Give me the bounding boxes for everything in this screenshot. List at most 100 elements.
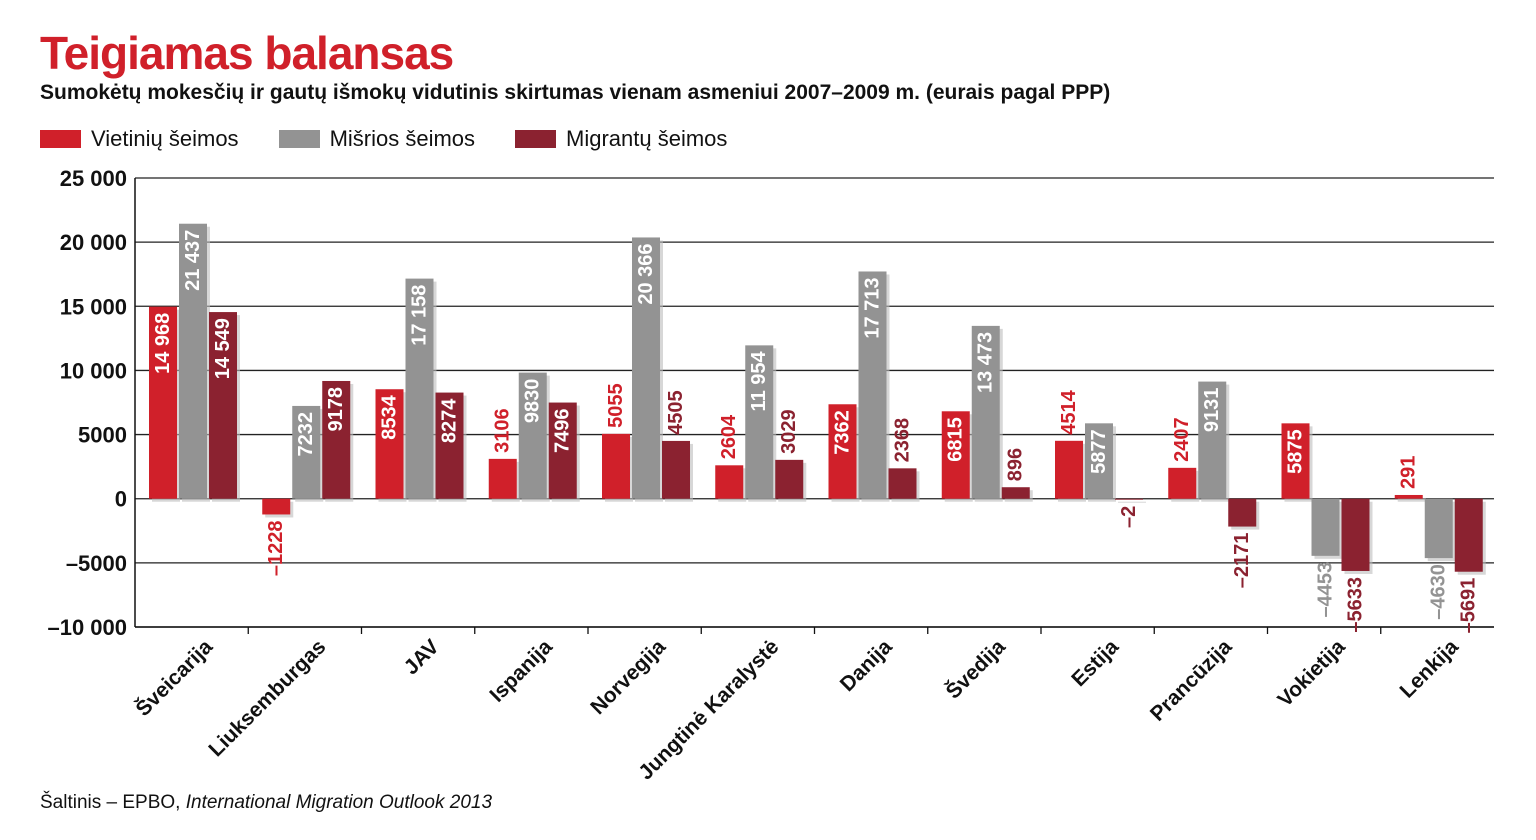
data-label-misrios-seimos-svedija: 13 473 <box>975 332 997 393</box>
data-label-migrantu-seimos-sveicarija: 14 549 <box>212 318 234 379</box>
data-label-misrios-seimos-jungtine-karalyste: 11 954 <box>748 350 770 411</box>
bar-vietiniu-seimos-svedija <box>941 411 970 499</box>
bar-shadow <box>1118 501 1146 503</box>
bar-vietiniu-seimos-ispanija <box>488 458 517 499</box>
bar-misrios-seimos-lenkija <box>1424 498 1453 559</box>
bar-migrantu-seimos-vokietija <box>1341 498 1370 571</box>
data-label-vietiniu-seimos-prancuzija: 2407 <box>1171 417 1193 462</box>
y-tick-label: 25 000 <box>60 166 127 191</box>
legend-label-mixed: Mišrios šeimos <box>329 126 476 151</box>
bar-misrios-seimos-estija <box>1085 423 1113 499</box>
bar-migrantu-seimos-liuksemburgas <box>322 380 351 499</box>
bar-vietiniu-seimos-norvegija <box>602 433 630 499</box>
legend: Vietinių šeimos Mišrios šeimos Migrantų … <box>40 126 767 152</box>
data-label-migrantu-seimos-prancuzija: –2171 <box>1231 533 1253 589</box>
data-label-misrios-seimos-vokietija: –4453 <box>1315 562 1337 618</box>
y-tick-label: 10 000 <box>60 358 127 383</box>
data-label-vietiniu-seimos-lenkija: 291 <box>1398 456 1420 489</box>
data-label-vietiniu-seimos-svedija: 6815 <box>945 417 967 462</box>
data-label-migrantu-seimos-norvegija: 4505 <box>665 390 687 435</box>
bar-migrantu-seimos-sveicarija <box>209 312 237 499</box>
bar-vietiniu-seimos-vokietija <box>1281 423 1310 499</box>
bar-misrios-seimos-norvegija <box>632 237 660 499</box>
data-label-misrios-seimos-jav: 17 158 <box>409 285 431 346</box>
bar-migrantu-seimos-estija <box>1115 498 1143 500</box>
category-label-vokietija: Vokietija <box>1273 635 1349 711</box>
bar-migrantu-seimos-danija <box>888 468 917 499</box>
data-label-misrios-seimos-prancuzija: 9131 <box>1201 388 1223 433</box>
bar-migrantu-seimos-jav <box>435 392 464 499</box>
bar-misrios-seimos-liuksemburgas <box>292 405 321 499</box>
data-label-misrios-seimos-ispanija: 9830 <box>522 379 544 424</box>
legend-item-mixed: Mišrios šeimos <box>278 126 476 152</box>
data-label-vietiniu-seimos-liuksemburgas: –1228 <box>265 520 287 576</box>
data-label-vietiniu-seimos-ispanija: 3106 <box>492 408 514 453</box>
data-label-vietiniu-seimos-vokietija: 5875 <box>1285 429 1307 474</box>
category-label-jav: JAV <box>400 635 444 679</box>
data-label-vietiniu-seimos-estija: 4514 <box>1058 389 1080 434</box>
bar-vietiniu-seimos-jav <box>375 389 404 499</box>
bar-misrios-seimos-svedija <box>971 325 1000 499</box>
category-label-estija: Estija <box>1067 635 1123 691</box>
bar-misrios-seimos-jungtine-karalyste <box>745 345 774 499</box>
bar-misrios-seimos-jav <box>405 278 434 499</box>
data-label-migrantu-seimos-svedija: 896 <box>1005 448 1027 481</box>
legend-label-migrant: Migrantų šeimos <box>566 126 728 151</box>
y-tick-label: –10 000 <box>47 615 127 640</box>
bar-migrantu-seimos-prancuzija <box>1228 498 1257 527</box>
legend-item-migrant: Migrantų šeimos <box>515 126 727 152</box>
data-label-migrantu-seimos-danija: 2368 <box>892 418 914 463</box>
bar-vietiniu-seimos-lenkija <box>1394 494 1423 499</box>
data-label-misrios-seimos-lenkija: –4630 <box>1428 564 1450 620</box>
category-label-danija: Danija <box>836 635 897 696</box>
data-label-migrantu-seimos-jungtine-karalyste: 3029 <box>778 409 800 454</box>
data-label-misrios-seimos-sveicarija: 21 437 <box>182 230 204 291</box>
y-tick-label: 0 <box>115 487 127 512</box>
bar-migrantu-seimos-lenkija <box>1454 498 1483 572</box>
category-label-prancuzija: Prancūzija <box>1146 635 1237 726</box>
data-label-migrantu-seimos-jav: 8274 <box>439 398 461 443</box>
bar-vietiniu-seimos-estija <box>1055 440 1083 499</box>
legend-swatch-native <box>40 130 81 148</box>
bar-misrios-seimos-sveicarija <box>179 223 207 499</box>
y-tick-label: 20 000 <box>60 230 127 255</box>
bar-migrantu-seimos-ispanija <box>548 402 577 499</box>
bar-migrantu-seimos-jungtine-karalyste <box>775 459 804 499</box>
legend-label-native: Vietinių šeimos <box>91 126 239 151</box>
data-label-vietiniu-seimos-jav: 8534 <box>379 394 401 439</box>
chart-subtitle: Sumokėtų mokesčių ir gautų išmokų viduti… <box>40 81 1111 104</box>
legend-item-native: Vietinių šeimos <box>40 126 239 152</box>
bar-vietiniu-seimos-prancuzija <box>1168 467 1197 499</box>
data-label-vietiniu-seimos-norvegija: 5055 <box>605 383 627 428</box>
source-note: Šaltinis – EPBO, International Migration… <box>40 792 492 814</box>
category-label-svedija: Švedija <box>941 634 1010 703</box>
legend-swatch-mixed <box>278 130 320 148</box>
bar-migrantu-seimos-norvegija <box>662 440 690 499</box>
data-label-vietiniu-seimos-danija: 7362 <box>832 410 854 455</box>
bar-vietiniu-seimos-danija <box>828 404 857 499</box>
bar-vietiniu-seimos-liuksemburgas <box>262 498 291 515</box>
source-publication: International Migration Outlook 2013 <box>185 792 493 813</box>
chart-title: Teigiamas balansas <box>40 27 454 79</box>
source-prefix: Šaltinis – EPBO, <box>40 792 186 813</box>
data-label-migrantu-seimos-liuksemburgas: 9178 <box>325 387 347 432</box>
category-label-norvegija: Norvegija <box>586 635 670 719</box>
data-label-migrantu-seimos-ispanija: 7496 <box>552 409 574 454</box>
y-tick-label: 15 000 <box>60 294 127 319</box>
category-label-liuksemburgas: Liuksemburgas <box>204 635 330 761</box>
data-label-migrantu-seimos-vokietija: –5633 <box>1345 577 1367 633</box>
legend-swatch-migrant <box>515 130 557 148</box>
y-tick-label: –5000 <box>66 551 127 576</box>
category-label-ispanija: Ispanija <box>485 635 557 707</box>
data-label-migrantu-seimos-estija: –2 <box>1118 506 1140 528</box>
data-label-misrios-seimos-danija: 17 713 <box>862 277 884 338</box>
data-label-misrios-seimos-norvegija: 20 366 <box>635 243 657 304</box>
data-label-vietiniu-seimos-sveicarija: 14 968 <box>152 313 174 374</box>
data-label-vietiniu-seimos-jungtine-karalyste: 2604 <box>718 414 740 459</box>
bar-misrios-seimos-prancuzija <box>1198 381 1227 499</box>
category-label-sveicarija: Šveicarija <box>131 634 218 721</box>
bar-vietiniu-seimos-sveicarija <box>149 306 177 499</box>
category-label-lenkija: Lenkija <box>1395 635 1463 703</box>
bar-misrios-seimos-ispanija <box>518 372 547 499</box>
